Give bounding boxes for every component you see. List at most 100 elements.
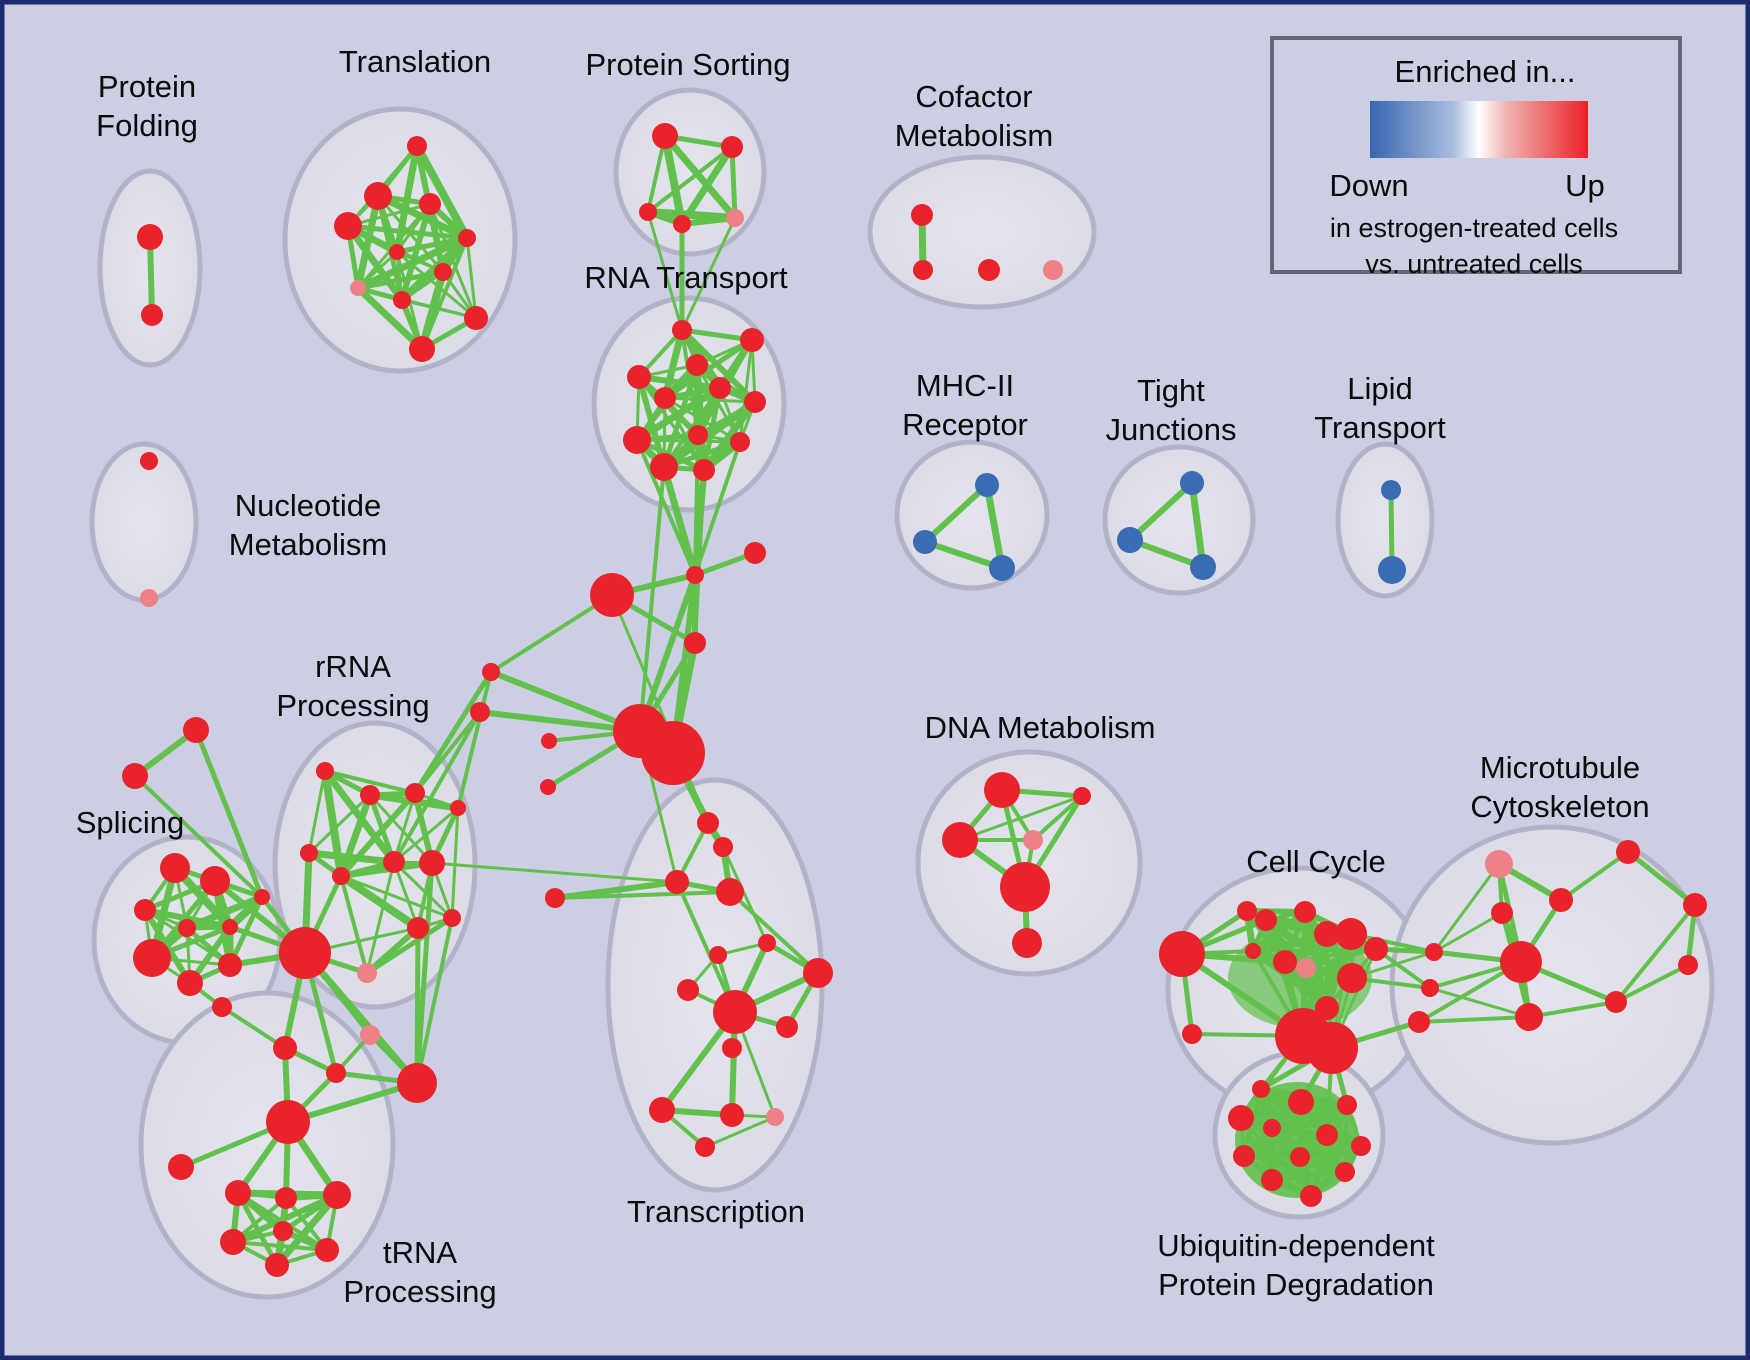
edge-tn3-tn4 bbox=[230, 1192, 340, 1245]
edge-r1-r4 bbox=[307, 769, 327, 855]
edge-t3-t4 bbox=[346, 202, 432, 228]
edge-p5-rt1 bbox=[680, 216, 737, 332]
gene-set-node-hB2 bbox=[266, 1100, 310, 1144]
gene-set-node-d1 bbox=[984, 772, 1020, 808]
cluster-label-microtubule-cytoskeleton: Microtubule Cytoskeleton bbox=[1470, 750, 1649, 824]
edge-tx4-tx7 bbox=[728, 890, 820, 975]
gene-set-node-cf1 bbox=[911, 204, 933, 226]
edge-tri1-sp10 bbox=[193, 727, 265, 900]
gene-set-node-d6 bbox=[1012, 928, 1042, 958]
edge-rt3-rt12 bbox=[637, 375, 706, 472]
gene-set-node-p2 bbox=[721, 136, 743, 158]
gene-set-node-cc1 bbox=[1159, 931, 1205, 977]
gene-set-node-r9 bbox=[407, 917, 429, 939]
gene-set-node-r3 bbox=[405, 783, 425, 803]
gene-set-node-mt6 bbox=[1605, 991, 1627, 1013]
gene-set-node-ub1 bbox=[1252, 1080, 1270, 1098]
gene-set-node-tx3 bbox=[665, 870, 689, 894]
gene-set-node-ub5 bbox=[1263, 1119, 1281, 1137]
gene-set-node-m1 bbox=[482, 663, 500, 681]
edge-d2-d4 bbox=[1031, 794, 1084, 842]
gene-set-node-t9 bbox=[393, 291, 411, 309]
nodes bbox=[122, 123, 1707, 1277]
edge-r2-r4 bbox=[307, 793, 372, 855]
cluster-label-ubiquitin-degradation: Ubiquitin-dependent Protein Degradation bbox=[1157, 1228, 1435, 1302]
edge-r3-r6 bbox=[392, 791, 417, 864]
gene-set-node-sp7 bbox=[177, 970, 203, 996]
gene-set-node-iso1 bbox=[168, 1154, 194, 1180]
edge-t9-t10 bbox=[400, 298, 478, 320]
gene-set-node-cc7 bbox=[1364, 937, 1388, 961]
gene-set-node-lp2 bbox=[1378, 556, 1406, 584]
gene-set-node-tx7 bbox=[803, 958, 833, 988]
legend-caption-line1: in estrogen-treated cells bbox=[1330, 213, 1618, 243]
gene-set-node-r6 bbox=[383, 851, 405, 873]
gene-set-node-rt12 bbox=[693, 459, 715, 481]
gene-set-node-p5 bbox=[726, 209, 744, 227]
edge-r5-r9 bbox=[337, 872, 422, 932]
edge-bn3-mt5 bbox=[1417, 1015, 1531, 1024]
edge-bn2-mt5 bbox=[1428, 986, 1531, 1019]
gene-set-node-cc8 bbox=[1245, 943, 1261, 959]
gene-set-node-t8 bbox=[350, 280, 366, 296]
edge-p3-rt1 bbox=[646, 210, 684, 332]
gene-set-node-rt10 bbox=[730, 432, 750, 452]
gene-set-node-t5 bbox=[458, 229, 476, 247]
gene-set-node-tri2 bbox=[122, 763, 148, 789]
gene-set-node-rt1 bbox=[672, 320, 692, 340]
gene-set-node-bn2 bbox=[1421, 979, 1439, 997]
gene-set-node-r5 bbox=[332, 867, 350, 885]
legend-down-label: Down bbox=[1329, 168, 1408, 203]
edge-rt1-rt7 bbox=[679, 327, 758, 405]
gene-set-node-rt6 bbox=[654, 387, 676, 409]
legend-title: Enriched in... bbox=[1395, 54, 1576, 89]
gene-set-node-tx6 bbox=[709, 946, 727, 964]
edge-t7-t8 bbox=[355, 269, 446, 291]
cluster-label-rna-transport: RNA Transport bbox=[584, 260, 788, 295]
edge-bn1-mt3 bbox=[1432, 911, 1504, 954]
gene-set-node-tn6 bbox=[315, 1238, 339, 1262]
cluster-label-splicing: Splicing bbox=[76, 805, 185, 840]
gene-set-node-ub3 bbox=[1337, 1095, 1357, 1115]
edge-s3-tx4 bbox=[553, 890, 732, 900]
cluster-label-trna-processing: tRNA Processing bbox=[343, 1235, 496, 1309]
edge-r14-r15 bbox=[220, 1005, 287, 1050]
gene-set-node-bn1 bbox=[1425, 943, 1443, 961]
edge-r4-r6 bbox=[305, 849, 398, 866]
edge-p2-p5 bbox=[729, 144, 738, 221]
edge-p1-p4 bbox=[661, 132, 686, 228]
edge-tj1-tj2 bbox=[1127, 480, 1195, 543]
gene-set-node-cf4 bbox=[1043, 260, 1063, 280]
edge-mt5-mt6 bbox=[1527, 1000, 1618, 1019]
edge-c2-m1 bbox=[489, 593, 614, 674]
gene-set-node-r7 bbox=[419, 850, 445, 876]
cluster-label-protein-sorting: Protein Sorting bbox=[585, 47, 790, 82]
edge-r6-r8 bbox=[392, 806, 460, 864]
gene-set-node-d4 bbox=[1023, 830, 1043, 850]
gene-set-node-mt9 bbox=[1678, 955, 1698, 975]
gene-set-node-t1 bbox=[407, 136, 427, 156]
gene-set-node-mh1 bbox=[975, 473, 999, 497]
gene-set-node-pf2 bbox=[141, 304, 163, 326]
gene-set-node-mh3 bbox=[989, 555, 1015, 581]
gene-set-node-ub7 bbox=[1351, 1136, 1371, 1156]
edge-tri2-sp10 bbox=[133, 774, 264, 899]
edge-t4-t5 bbox=[345, 223, 470, 241]
gene-set-node-tn4 bbox=[220, 1229, 246, 1255]
gene-set-node-rt11 bbox=[650, 453, 678, 481]
gene-set-node-sp9 bbox=[218, 953, 242, 977]
gene-set-node-tx11 bbox=[722, 1038, 742, 1058]
gene-set-node-cf3 bbox=[978, 259, 1000, 281]
gene-set-node-tx2 bbox=[713, 837, 733, 857]
gene-set-node-lp1 bbox=[1381, 480, 1401, 500]
legend-up-label: Up bbox=[1565, 168, 1605, 203]
gene-set-node-s1 bbox=[541, 733, 557, 749]
gene-set-node-bn3 bbox=[1408, 1011, 1430, 1033]
gene-set-node-sp10 bbox=[254, 889, 270, 905]
cluster-tight-junctions bbox=[1102, 444, 1256, 596]
edge-t1-t5 bbox=[413, 142, 471, 242]
edge-mh2-mh3 bbox=[922, 539, 1005, 571]
gene-set-node-tn7 bbox=[273, 1221, 293, 1241]
gene-set-node-rt9 bbox=[688, 425, 708, 445]
gene-set-node-mh2 bbox=[913, 530, 937, 554]
